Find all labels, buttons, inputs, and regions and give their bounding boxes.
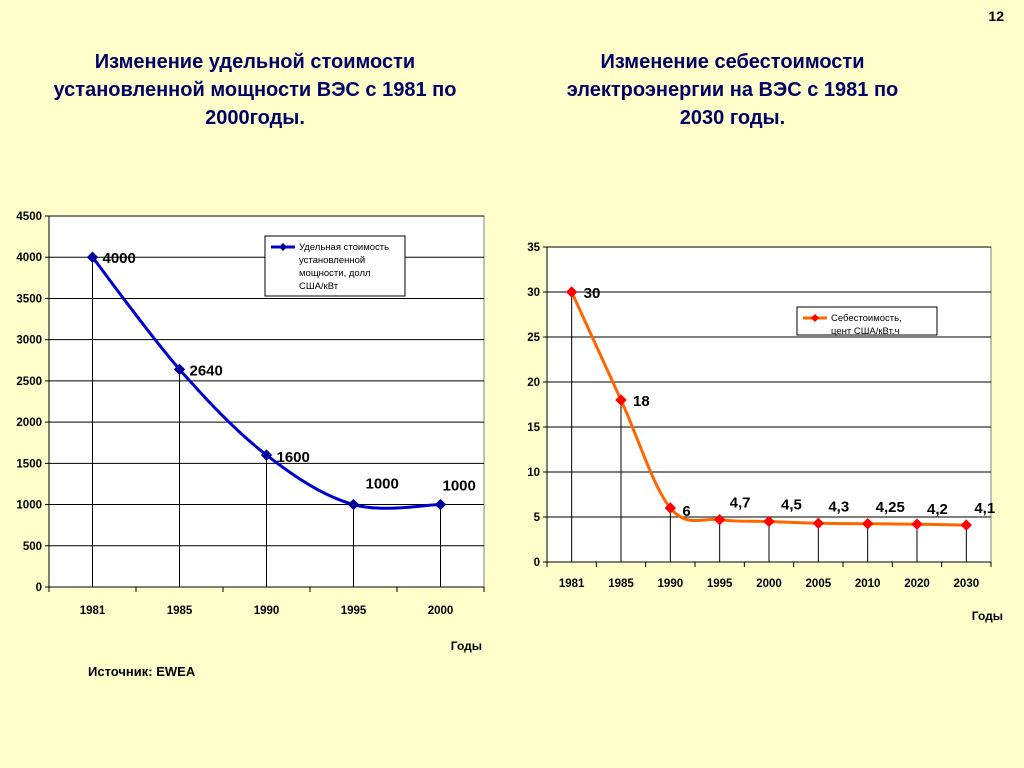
- data-label: 1000: [366, 476, 399, 493]
- x-tick-label: 2030: [954, 578, 980, 590]
- slide-number: 12: [988, 8, 1004, 24]
- legend-box: [796, 306, 938, 336]
- legend-label-line: установленной: [299, 255, 365, 266]
- x-tick-label: 1995: [341, 605, 367, 617]
- data-point: [713, 513, 726, 526]
- y-tick-label: 4000: [16, 252, 42, 264]
- data-point: [565, 286, 578, 298]
- data-point: [812, 517, 825, 530]
- y-tick-label: 15: [527, 422, 540, 434]
- y-tick-label: 4500: [16, 211, 42, 223]
- y-tick-label: 1000: [16, 500, 42, 512]
- y-tick-label: 5: [534, 512, 541, 524]
- data-label: 4,5: [781, 497, 802, 514]
- data-point: [86, 251, 99, 263]
- y-tick-label: 2500: [16, 376, 42, 388]
- x-tick-label: 2005: [806, 578, 832, 590]
- data-point: [960, 519, 973, 531]
- y-tick-label: 10: [527, 467, 540, 479]
- y-tick-label: 0: [534, 557, 540, 569]
- legend-label-line: США/кВт: [299, 281, 339, 292]
- data-point: [260, 449, 273, 461]
- x-tick-label: 1985: [608, 578, 634, 590]
- data-point: [347, 498, 360, 511]
- y-tick-label: 30: [527, 287, 540, 299]
- y-tick-label: 25: [527, 332, 540, 344]
- plot-area: [546, 246, 992, 563]
- data-label: 1000: [443, 478, 476, 495]
- source-note: Источник: EWEA: [88, 664, 196, 679]
- legend-label-line: Себестоимость,: [831, 313, 902, 324]
- x-tick-label: 2010: [855, 578, 881, 590]
- data-point: [763, 515, 775, 528]
- x-tick-label: 1995: [707, 578, 733, 590]
- data-point: [615, 394, 627, 406]
- y-tick-label: 500: [23, 541, 42, 553]
- y-tick-label: 20: [527, 377, 540, 389]
- legend-swatch-marker: [811, 314, 819, 322]
- data-point: [911, 518, 923, 530]
- data-label: 4,25: [876, 499, 905, 516]
- y-tick-label: 0: [36, 582, 42, 594]
- legend-label-line: цент США/кВт.ч: [831, 326, 900, 337]
- data-label: 6: [682, 503, 690, 520]
- y-tick-label: 1500: [16, 458, 42, 470]
- left-chart: 0 500 1000 1500 2000 2500 3000 3500 4000 4500 1981…: [16, 211, 485, 653]
- x-tick-label: 1985: [167, 605, 193, 617]
- y-tick-label: 3000: [16, 335, 42, 347]
- x-axis-title: Годы: [451, 639, 482, 653]
- data-label: 4,7: [730, 495, 751, 512]
- data-label: 2640: [190, 362, 223, 379]
- right-chart: 0 5 10 15 20 25 30 35 1981 1985 1990 1995 2000 2005 20…: [527, 242, 1003, 623]
- right-chart-title: Изменение себестоимости электроэнергии н…: [566, 51, 899, 129]
- x-tick-label: 2000: [756, 578, 782, 590]
- x-tick-label: 1981: [80, 605, 106, 617]
- legend-swatch-marker: [279, 243, 287, 251]
- y-tick-label: 2000: [16, 417, 42, 429]
- data-label: 4000: [103, 250, 136, 267]
- data-label: 1600: [277, 449, 310, 466]
- data-point: [861, 518, 874, 530]
- data-label: 4,1: [974, 500, 995, 517]
- legend-label-line: мощности, долл: [299, 268, 371, 279]
- data-label: 4,2: [927, 501, 948, 518]
- x-tick-label: 2000: [428, 605, 454, 617]
- data-label: 18: [633, 393, 650, 410]
- x-axis-title: Годы: [972, 609, 1003, 623]
- legend-label-line: Удельная стоимость: [299, 242, 389, 253]
- data-point: [434, 498, 447, 511]
- legend-label: Удельная стоимость установленной мощности,…: [299, 242, 389, 292]
- x-tick-label: 1981: [559, 578, 585, 590]
- legend-label: Себестоимость, цент США/кВт.ч: [831, 313, 902, 337]
- data-label: 4,3: [828, 498, 849, 515]
- data-point: [664, 502, 677, 514]
- x-tick-label: 2020: [904, 578, 930, 590]
- x-tick-label: 1990: [658, 578, 684, 590]
- left-chart-title: Изменение удельной стоимости установленн…: [53, 51, 457, 129]
- y-tick-label: 35: [527, 242, 540, 254]
- data-point: [173, 363, 186, 376]
- x-tick-label: 1990: [254, 605, 280, 617]
- y-tick-label: 3500: [16, 293, 42, 305]
- data-label: 30: [584, 285, 601, 302]
- series-line: [91, 256, 441, 510]
